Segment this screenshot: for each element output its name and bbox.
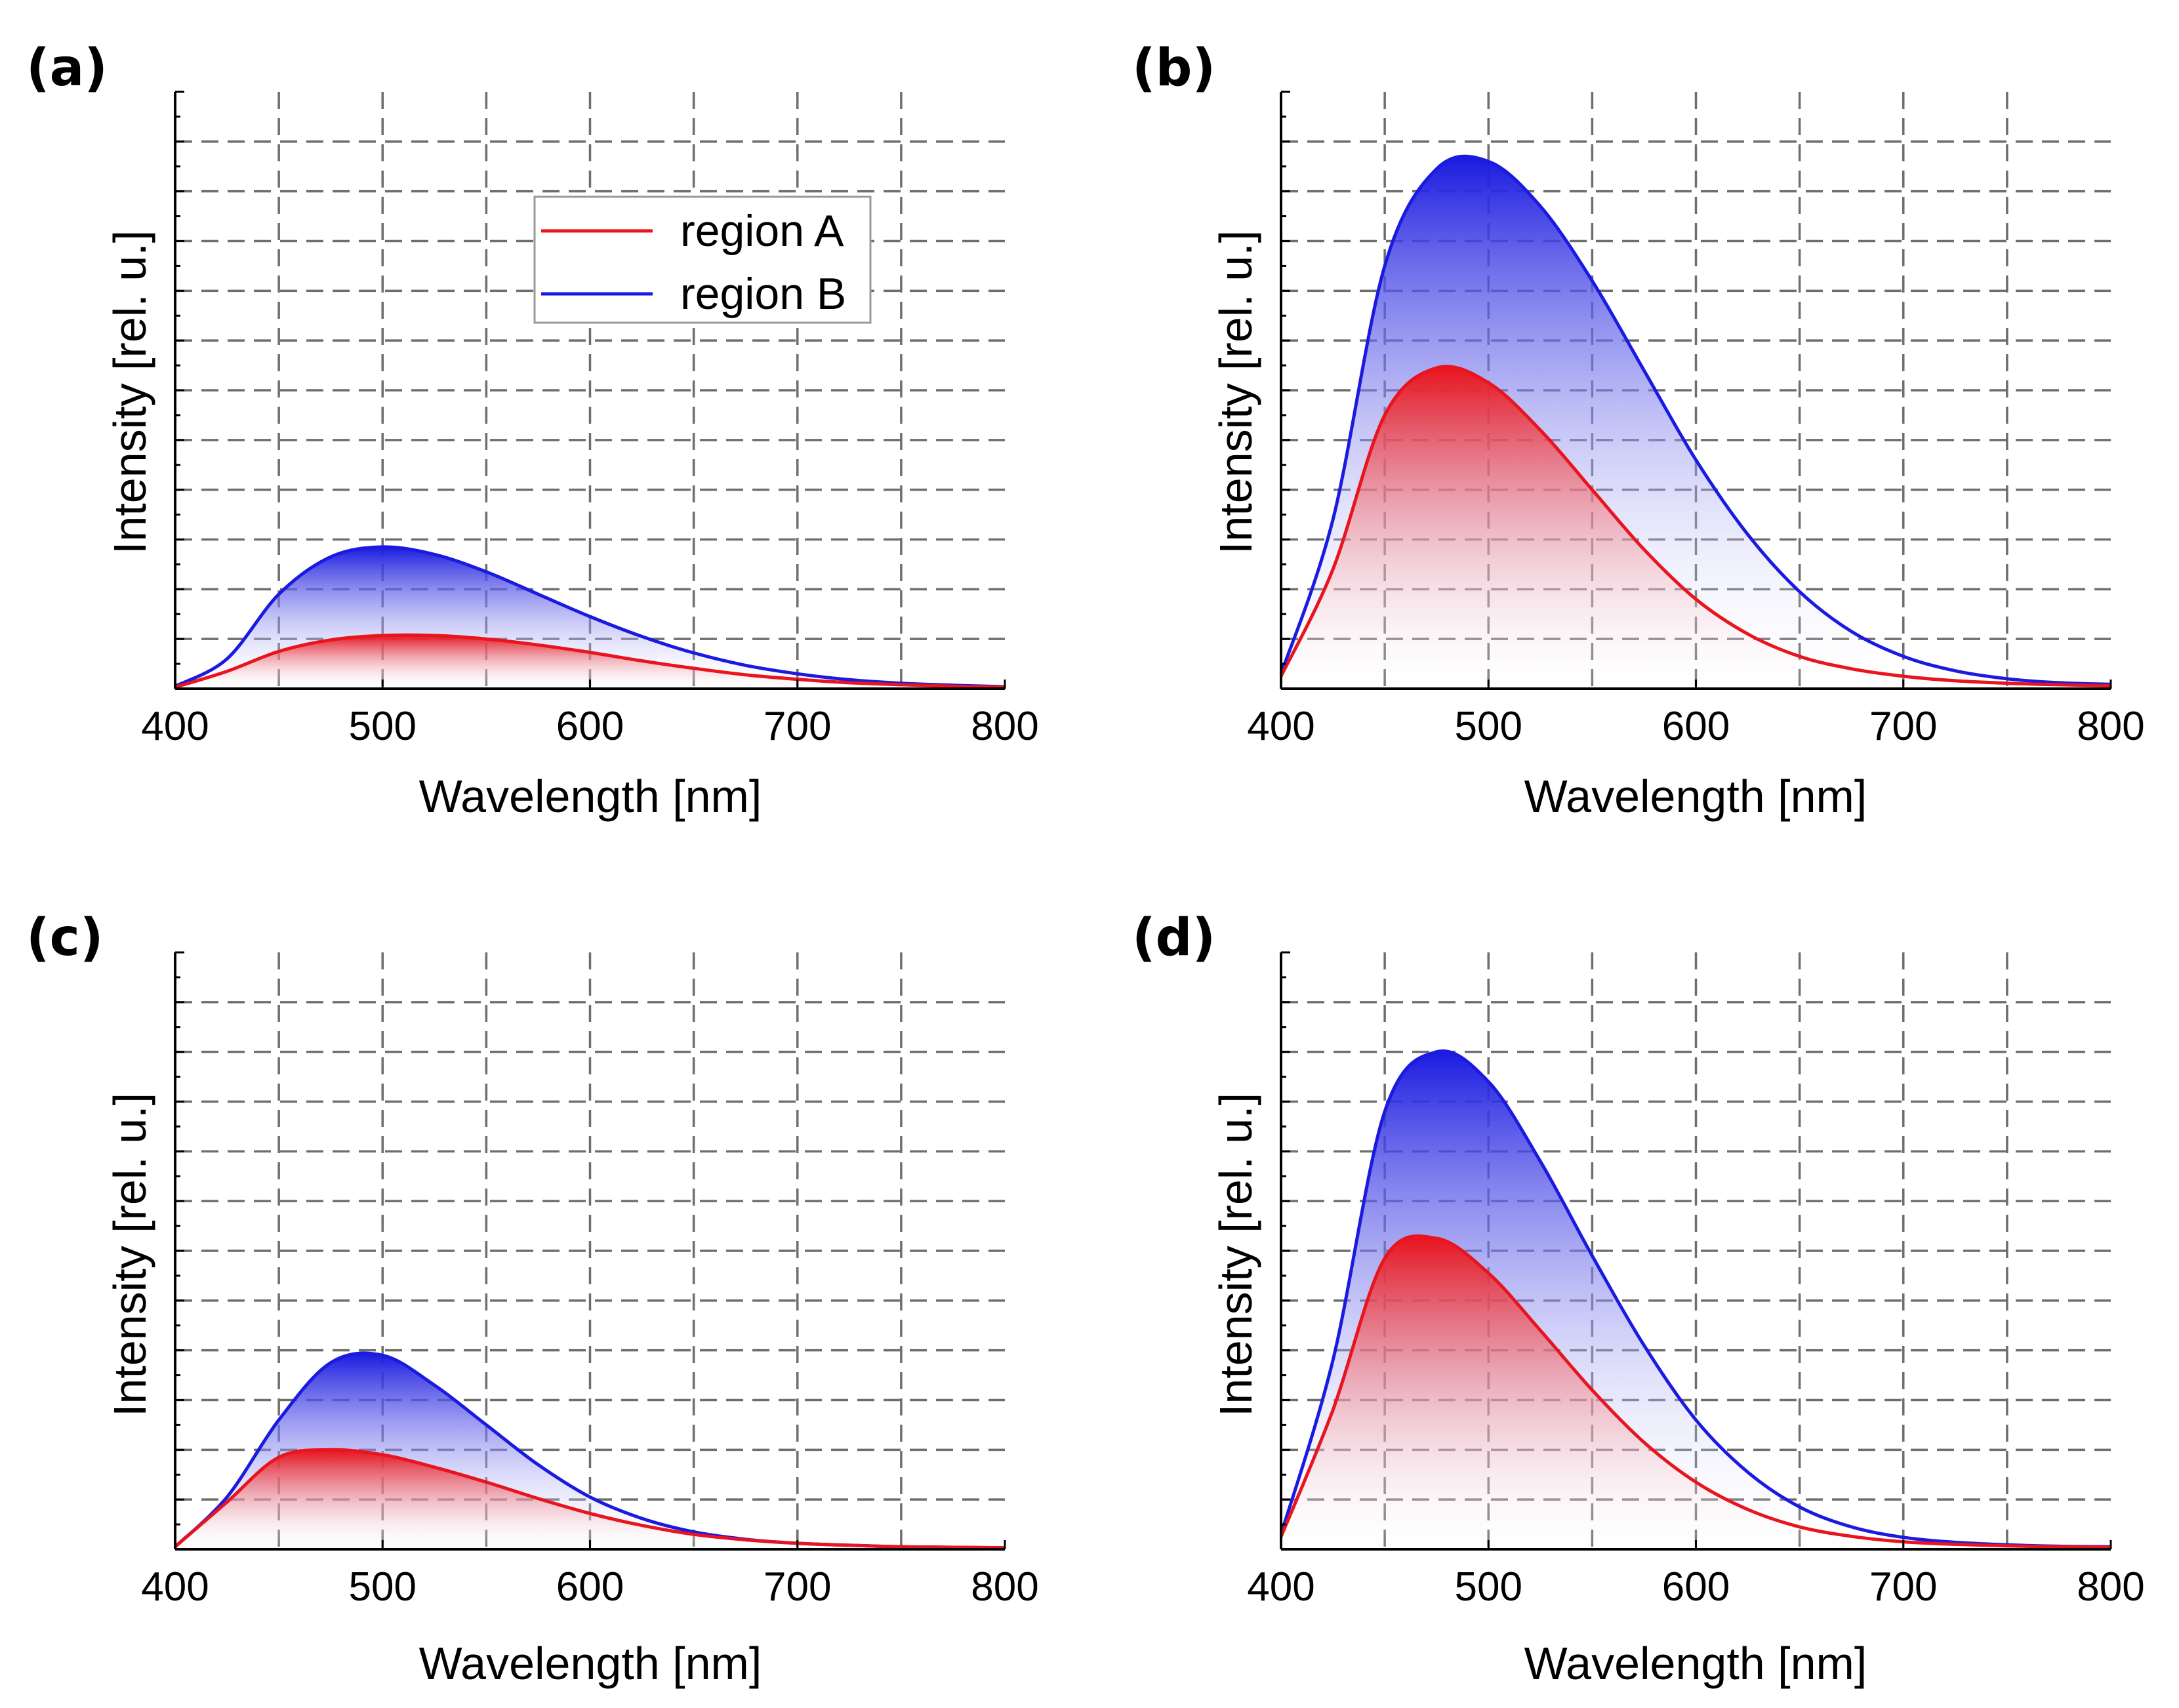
panel-d: (d) 400 500 600 700 800 Wavelength [nm] Inte… xyxy=(1132,908,2145,1689)
x-axis-title: Wavelength [nm] xyxy=(1524,771,1867,822)
x-tick-label: 700 xyxy=(764,704,831,749)
panel-label: (c) xyxy=(26,908,104,967)
axes xyxy=(174,91,1006,690)
x-tick-label: 600 xyxy=(1662,704,1730,749)
x-tick-label: 800 xyxy=(971,1564,1038,1610)
x-tick-label: 800 xyxy=(2077,1564,2144,1610)
series-lines xyxy=(1279,154,2111,687)
x-tick-label: 600 xyxy=(556,1564,624,1610)
series-line-region-b xyxy=(1279,1049,2111,1549)
panel-label: (b) xyxy=(1132,39,1215,98)
series-line-region-b xyxy=(1279,154,2111,686)
panel-label: (d) xyxy=(1132,908,1215,967)
series-areas xyxy=(1281,156,2111,689)
tick-labels: 400 500 600 700 800 xyxy=(1247,1564,2144,1610)
gridlines xyxy=(175,952,1005,1549)
x-tick-label: 500 xyxy=(1455,1564,1522,1610)
series-lines xyxy=(174,1351,1006,1550)
x-tick-label: 400 xyxy=(141,704,209,749)
y-axis-title: Intensity [rel. u.] xyxy=(1210,1093,1261,1417)
series-line-region-b xyxy=(174,545,1006,689)
x-tick-label: 700 xyxy=(1869,704,1937,749)
legend-box xyxy=(533,195,872,324)
series-line-region-a xyxy=(1279,365,2111,687)
area-region-a xyxy=(175,1450,1005,1549)
tick-labels: 400 500 600 700 800 xyxy=(141,1564,1038,1610)
panel-c: (c) 400 500 600 700 800 Wavelength [nm] Inte… xyxy=(26,908,1039,1689)
x-axis-title: Wavelength [nm] xyxy=(419,1638,762,1689)
series-areas xyxy=(1281,1051,2111,1549)
x-tick-label: 800 xyxy=(971,704,1038,749)
tick-labels: 400 500 600 700 800 xyxy=(1247,704,2144,749)
x-tick-label: 600 xyxy=(1662,1564,1730,1610)
y-axis-title: Intensity [rel. u.] xyxy=(104,1093,155,1417)
x-tick-label: 800 xyxy=(2077,704,2144,749)
y-axis-title: Intensity [rel. u.] xyxy=(104,230,155,554)
series-lines xyxy=(174,545,1006,689)
tick-labels: 400 500 600 700 800 xyxy=(141,704,1038,749)
series-areas xyxy=(175,1353,1005,1549)
series-line-region-a xyxy=(174,633,1006,689)
x-tick-label: 400 xyxy=(1247,1564,1314,1610)
panel-a: (a) 400 500 600 700 800 Wavelength [nm] Inte… xyxy=(26,39,1039,822)
axes xyxy=(1280,91,2112,690)
x-tick-label: 400 xyxy=(141,1564,209,1610)
x-axis-title: Wavelength [nm] xyxy=(419,771,762,822)
panel-label: (a) xyxy=(26,39,108,98)
legend-label-region-a: region A xyxy=(680,206,844,256)
area-region-a xyxy=(1281,1236,2111,1549)
area-region-a xyxy=(1281,366,2111,689)
legend-label-region-b: region B xyxy=(680,269,846,319)
x-tick-label: 700 xyxy=(1869,1564,1937,1610)
axes xyxy=(174,951,1006,1551)
series-lines xyxy=(1279,1049,2111,1549)
x-tick-label: 500 xyxy=(349,704,417,749)
x-tick-label: 700 xyxy=(764,1564,831,1610)
axes xyxy=(1280,951,2112,1551)
x-tick-label: 600 xyxy=(556,704,624,749)
panel-b: (b) 400 500 600 700 800 Wavelength [nm] Inte… xyxy=(1132,39,2145,822)
legend: region A region B xyxy=(533,195,872,324)
x-tick-label: 400 xyxy=(1247,704,1314,749)
series-line-region-a xyxy=(1279,1234,2111,1549)
x-tick-label: 500 xyxy=(1455,704,1522,749)
y-axis-title: Intensity [rel. u.] xyxy=(1210,230,1261,554)
x-axis-title: Wavelength [nm] xyxy=(1524,1638,1867,1689)
x-tick-label: 500 xyxy=(349,1564,417,1610)
area-region-a xyxy=(175,635,1005,689)
series-line-region-a xyxy=(174,1448,1006,1550)
